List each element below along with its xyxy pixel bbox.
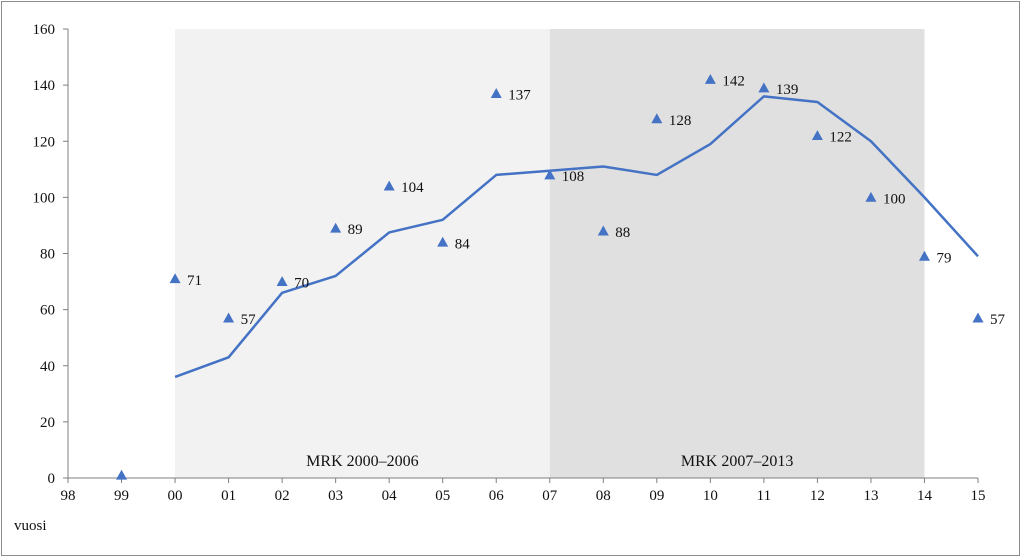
y-tick-label: 0 — [48, 471, 56, 487]
x-tick-label: 07 — [542, 488, 558, 504]
axes: 0 20 40 60 80 100 120 140 160 98 99 00 01 02 03 04 05 06 0… — [33, 22, 986, 504]
data-point-marker — [383, 180, 395, 191]
data-point-label: 100 — [883, 191, 906, 207]
data-point-marker — [972, 312, 984, 323]
y-tick-label: 40 — [40, 359, 55, 375]
data-point-marker — [811, 130, 823, 141]
x-tick-label: 02 — [275, 488, 290, 504]
data-point-marker — [544, 169, 556, 180]
x-tick-label: 05 — [435, 488, 450, 504]
data-point-label: 79 — [936, 250, 951, 266]
data-point-marker — [169, 273, 181, 284]
x-tick-label: 06 — [489, 488, 505, 504]
x-tick-label: 10 — [703, 488, 718, 504]
y-tick-label: 60 — [40, 303, 55, 319]
band-2 — [549, 29, 925, 478]
data-point-marker — [437, 236, 449, 247]
data-point-label: 89 — [348, 222, 363, 238]
x-tick-label: 03 — [328, 488, 343, 504]
period-bands: MRK 2000–2006 MRK 2007–2013 — [175, 29, 925, 478]
data-point-marker — [223, 312, 235, 323]
data-point-label: 88 — [615, 225, 630, 241]
trend-line-group — [174, 95, 979, 379]
data-point-label: 137 — [508, 88, 531, 104]
data-point-label: 122 — [829, 130, 852, 146]
x-tick-label: 14 — [917, 488, 933, 504]
x-tick-label: 08 — [596, 488, 611, 504]
x-tick-label: 99 — [114, 488, 129, 504]
y-tick-label: 20 — [40, 415, 55, 431]
data-point-marker — [116, 469, 128, 480]
x-tick-label: 04 — [382, 488, 398, 504]
data-point-marker — [758, 82, 770, 93]
data-point-label: 108 — [562, 169, 585, 185]
data-point-marker — [865, 191, 877, 202]
data-point-label: 71 — [187, 273, 202, 289]
x-tick-label: 98 — [61, 488, 76, 504]
band-label-1: MRK 2000–2006 — [306, 453, 418, 470]
data-point-marker — [276, 276, 288, 286]
data-point-label: 84 — [455, 236, 471, 252]
data-point-marker — [597, 225, 609, 236]
data-point-label: 104 — [401, 180, 424, 196]
data-point-label: 70 — [294, 276, 309, 292]
x-tick-label: 01 — [221, 488, 236, 504]
y-tick-label: 160 — [33, 22, 56, 38]
data-point-label: 128 — [669, 113, 692, 129]
y-tick-label: 140 — [33, 78, 56, 94]
data-point-marker — [490, 88, 502, 98]
x-tick-label: 15 — [971, 488, 986, 504]
band-label-2: MRK 2007–2013 — [681, 453, 793, 470]
x-axis-label: vuosi — [14, 518, 47, 534]
data-point-label: 142 — [722, 74, 745, 90]
x-tick-label: 13 — [863, 488, 878, 504]
data-point-label: 57 — [990, 312, 1006, 328]
x-tick-label: 12 — [810, 488, 825, 504]
x-tick-label: 09 — [649, 488, 664, 504]
data-point-label: 139 — [776, 82, 799, 98]
y-tick-label: 100 — [33, 190, 56, 206]
data-point-marker — [651, 113, 663, 124]
x-tick-label: 11 — [757, 488, 771, 504]
data-points: 71 57 70 89 104 84 137 108 88 128 142 139 122 100 79 57 — [116, 74, 1006, 480]
y-tick-label: 120 — [33, 134, 56, 150]
data-point-label: 57 — [241, 312, 257, 328]
y-tick-label: 80 — [40, 247, 55, 263]
x-tick-label: 00 — [168, 488, 183, 504]
trend-line — [174, 95, 979, 379]
data-point-marker — [918, 250, 930, 261]
data-point-marker — [330, 222, 342, 233]
data-point-marker — [704, 74, 716, 84]
